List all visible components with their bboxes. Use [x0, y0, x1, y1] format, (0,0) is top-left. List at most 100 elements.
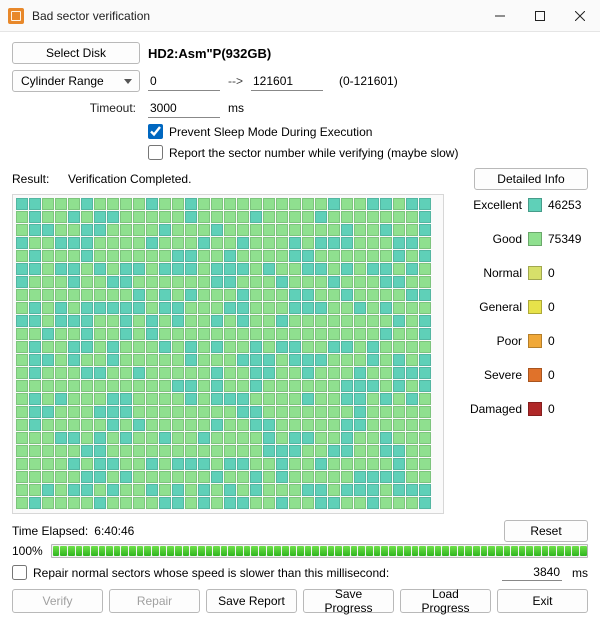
sector-cell	[263, 354, 275, 366]
verify-button[interactable]: Verify	[12, 589, 103, 613]
exit-button[interactable]: Exit	[497, 589, 588, 613]
detailed-info-button[interactable]: Detailed Info	[474, 168, 588, 190]
sector-cell	[328, 367, 340, 379]
sector-cell	[146, 432, 158, 444]
sector-cell	[289, 367, 301, 379]
sector-cell	[276, 484, 288, 496]
sector-cell	[328, 250, 340, 262]
sector-cell	[55, 263, 67, 275]
sector-cell	[107, 458, 119, 470]
sector-cell	[341, 393, 353, 405]
sector-cell	[211, 432, 223, 444]
select-disk-button[interactable]: Select Disk	[12, 42, 140, 64]
sector-cell	[16, 380, 28, 392]
sector-cell	[263, 211, 275, 223]
sector-cell	[393, 237, 405, 249]
maximize-button[interactable]	[520, 0, 560, 32]
sector-cell	[237, 224, 249, 236]
sector-cell	[68, 263, 80, 275]
sector-cell	[94, 341, 106, 353]
sector-cell	[42, 471, 54, 483]
sector-cell	[172, 367, 184, 379]
sector-cell	[380, 276, 392, 288]
sector-cell	[42, 484, 54, 496]
save-report-button[interactable]: Save Report	[206, 589, 297, 613]
sector-cell	[380, 367, 392, 379]
sector-cell	[237, 367, 249, 379]
sector-cell	[302, 315, 314, 327]
sector-cell	[55, 211, 67, 223]
sector-cell	[68, 211, 80, 223]
load-progress-button[interactable]: Load Progress	[400, 589, 491, 613]
sector-cell	[81, 276, 93, 288]
sector-cell	[133, 484, 145, 496]
sector-cell	[133, 458, 145, 470]
sector-cell	[289, 289, 301, 301]
sector-cell	[55, 315, 67, 327]
sector-cell	[263, 419, 275, 431]
sector-cell	[94, 250, 106, 262]
reset-button[interactable]: Reset	[504, 520, 588, 542]
sector-cell	[354, 341, 366, 353]
range-mode-select[interactable]: Cylinder Range	[12, 70, 140, 92]
report-sector-input[interactable]	[148, 145, 163, 160]
range-from-input[interactable]	[148, 71, 220, 91]
repair-slow-checkbox[interactable]: Repair normal sectors whose speed is slo…	[12, 565, 389, 580]
sector-cell	[198, 445, 210, 457]
save-progress-button[interactable]: Save Progress	[303, 589, 394, 613]
prevent-sleep-input[interactable]	[148, 124, 163, 139]
sector-cell	[185, 380, 197, 392]
sector-cell	[55, 497, 67, 509]
sector-cell	[289, 445, 301, 457]
report-sector-checkbox[interactable]: Report the sector number while verifying…	[148, 145, 458, 160]
sector-cell	[107, 341, 119, 353]
sector-cell	[42, 302, 54, 314]
sector-cell	[133, 237, 145, 249]
timeout-input[interactable]	[148, 98, 220, 118]
minimize-button[interactable]	[480, 0, 520, 32]
sector-cell	[315, 367, 327, 379]
legend-count: 0	[548, 266, 588, 280]
sector-cell	[354, 393, 366, 405]
sector-cell	[419, 289, 431, 301]
repair-button[interactable]: Repair	[109, 589, 200, 613]
sector-cell	[276, 289, 288, 301]
repair-threshold-input[interactable]	[502, 564, 562, 581]
sector-cell	[237, 406, 249, 418]
sector-cell	[81, 237, 93, 249]
sector-cell	[354, 497, 366, 509]
sector-cell	[185, 224, 197, 236]
sector-cell	[107, 484, 119, 496]
sector-cell	[42, 497, 54, 509]
sector-cell	[419, 211, 431, 223]
sector-cell	[55, 458, 67, 470]
sector-cell	[250, 250, 262, 262]
progress-segment	[228, 546, 235, 556]
close-button[interactable]	[560, 0, 600, 32]
sector-cell	[94, 497, 106, 509]
progress-segment	[526, 546, 533, 556]
sector-cell	[55, 432, 67, 444]
sector-cell	[107, 406, 119, 418]
range-to-input[interactable]	[251, 71, 323, 91]
sector-cell	[328, 380, 340, 392]
sector-cell	[29, 341, 41, 353]
sector-cell	[237, 276, 249, 288]
sector-cell	[354, 263, 366, 275]
sector-cell	[94, 198, 106, 210]
sector-cell	[55, 406, 67, 418]
sector-cell	[302, 250, 314, 262]
sector-cell	[133, 341, 145, 353]
sector-cell	[276, 367, 288, 379]
legend-swatch	[528, 198, 542, 212]
sector-cell	[224, 354, 236, 366]
sector-cell	[172, 328, 184, 340]
sector-cell	[315, 289, 327, 301]
sector-cell	[354, 198, 366, 210]
sector-cell	[237, 393, 249, 405]
sector-cell	[185, 315, 197, 327]
repair-slow-input[interactable]	[12, 565, 27, 580]
prevent-sleep-checkbox[interactable]: Prevent Sleep Mode During Execution	[148, 124, 372, 139]
sector-cell	[315, 484, 327, 496]
sector-cell	[211, 276, 223, 288]
